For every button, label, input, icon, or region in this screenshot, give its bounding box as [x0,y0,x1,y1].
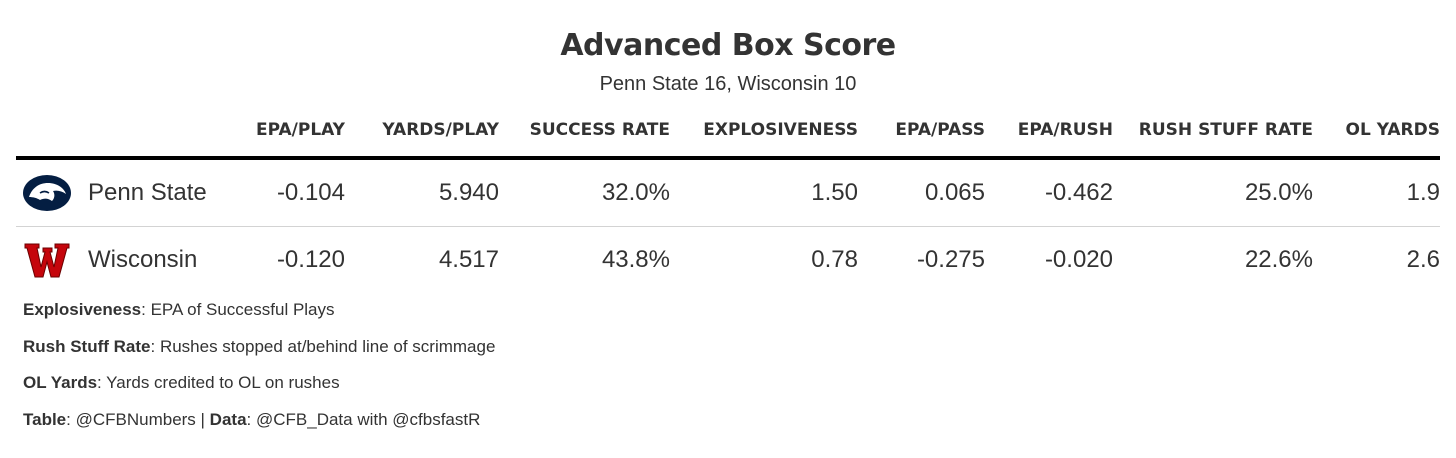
footnote-text: : Rushes stopped at/behind line of scrim… [150,336,496,356]
table-subtitle: Penn State 16, Wisconsin 10 [599,73,857,95]
header-epa-play: EPA/PLAY [236,108,345,160]
cell-ol-yards: 2.6 [1406,246,1440,273]
cell-rush-stuff-rate: 22.6% [1244,246,1313,273]
table-title: Advanced Box Score [560,28,896,63]
team-name: Penn State [88,179,207,206]
footnote-rush-stuff-rate: Rush Stuff Rate: Rushes stopped at/behin… [23,335,495,372]
penn-state-logo-icon [23,175,71,211]
footnote-label: Rush Stuff Rate [23,336,151,356]
cell-success-rate: 43.8% [601,246,670,273]
footnote-text: : EPA of Successful Plays [141,300,335,319]
footnote-text-data: : @CFB_Data with @cfbsfastR [246,409,481,429]
header-yards-play: YARDS/PLAY [345,108,499,160]
cell-rush-stuff-rate: 25.0% [1113,158,1313,227]
cell-epa-rush: -0.020 [1044,246,1113,273]
cell-epa-pass: 0.065 [858,158,985,227]
cell-epa-rush: -0.462 [985,158,1113,227]
footnotes: Explosiveness: EPA of Successful Plays R… [23,298,495,444]
team-cell: Wisconsin [16,227,236,294]
cell-epa-play: -0.120 [276,246,345,273]
team-name: Wisconsin [88,246,198,273]
table-row: Penn State -0.104 5.940 32.0% 1.50 0.065… [16,158,1440,227]
wisconsin-logo-icon [24,243,70,278]
footnote-label: Table [23,409,67,429]
cell-explosiveness: 1.50 [670,158,858,227]
footnote-label-data: Data [209,409,247,429]
cell-success-rate: 32.0% [499,158,670,227]
cell-explosiveness: 0.78 [811,246,858,273]
cell-epa-play: -0.104 [236,158,345,227]
team-cell: Penn State [16,158,236,227]
footnote-label: Explosiveness [23,300,142,319]
header-explosiveness: EXPLOSIVENESS [670,108,858,160]
header-ol-yards: OL YARDS [1313,108,1440,160]
cell-epa-pass: -0.275 [916,246,985,273]
cell-yards-play: 5.940 [345,158,499,227]
header-success-rate: SUCCESS RATE [499,108,670,160]
footnote-credits: Table: @CFBNumbers | Data: @CFB_Data wit… [23,408,495,445]
header-team [16,108,236,160]
header-epa-rush: EPA/RUSH [985,108,1113,160]
table-row: Wisconsin -0.120 4.517 43.8% 0.78 -0.275… [16,227,1440,294]
footnote-ol-yards: OL Yards: Yards credited to OL on rushes [23,371,495,408]
footnote-text: : @CFBNumbers | [66,409,210,429]
box-score-table: EPA/PLAY YARDS/PLAY SUCCESS RATE EXPLOSI… [16,108,1440,293]
footnote-text: : Yards credited to OL on rushes [97,373,340,392]
header-epa-pass: EPA/PASS [858,108,985,160]
header-row: EPA/PLAY YARDS/PLAY SUCCESS RATE EXPLOSI… [16,108,1440,160]
footnote-explosiveness: Explosiveness: EPA of Successful Plays [23,298,495,335]
footnote-label: OL Yards [23,373,98,392]
cell-yards-play: 4.517 [438,246,499,273]
header-rush-stuff-rate: RUSH STUFF RATE [1113,108,1313,160]
cell-ol-yards: 1.9 [1313,158,1440,227]
